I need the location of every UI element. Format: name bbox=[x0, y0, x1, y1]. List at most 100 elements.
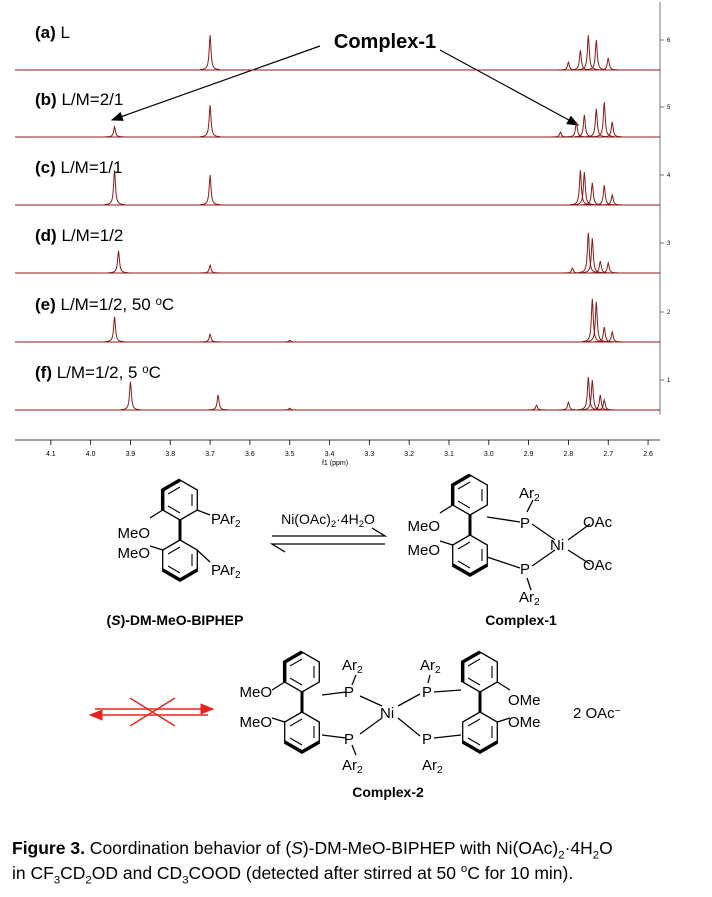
trace-number: 1 bbox=[667, 378, 671, 384]
atom-label: PAr2 bbox=[211, 511, 241, 530]
text-run: Ni bbox=[550, 537, 564, 554]
peak bbox=[566, 121, 587, 138]
bond bbox=[486, 499, 591, 591]
atom-label: P bbox=[520, 515, 530, 532]
text-run: Ar bbox=[420, 657, 435, 674]
peak bbox=[598, 57, 619, 71]
text-run: Ar bbox=[519, 485, 534, 502]
peak bbox=[104, 124, 125, 138]
x-tick-label: 4.0 bbox=[86, 451, 96, 458]
text-run: ·4H bbox=[336, 511, 359, 527]
text-run: Ni bbox=[380, 705, 394, 722]
subscript: 2 bbox=[331, 519, 336, 530]
reagent: Ni(OAc)2·4H2O bbox=[281, 511, 375, 530]
peak bbox=[586, 108, 607, 138]
text-run: (c) bbox=[35, 158, 56, 177]
text-run: MeO bbox=[239, 714, 272, 731]
peak bbox=[104, 170, 125, 206]
peak bbox=[602, 192, 623, 206]
compound-name: Complex-2 bbox=[352, 784, 424, 800]
atom-label: Ni bbox=[550, 537, 564, 554]
inner-bond bbox=[167, 546, 193, 574]
x-tick-label: 4.1 bbox=[46, 451, 56, 458]
inner-bond bbox=[289, 658, 315, 686]
x-tick-label: 2.6 bbox=[643, 451, 653, 458]
text-run: OAc bbox=[583, 514, 613, 531]
caption-text: 3 bbox=[182, 874, 189, 887]
bond bbox=[271, 681, 286, 723]
inner-bond bbox=[167, 486, 193, 514]
peak bbox=[279, 407, 300, 411]
caption-text: )-DM-MeO-BIPHEP with Ni(OAc) bbox=[302, 838, 559, 858]
peak bbox=[590, 260, 611, 274]
ring-edge bbox=[450, 473, 471, 505]
text-run: 2 OAc bbox=[573, 705, 615, 722]
text-run: PAr bbox=[211, 511, 235, 528]
caption-text: CD bbox=[60, 863, 86, 883]
counterion: 2 OAc− bbox=[573, 705, 621, 722]
text-run: MeO bbox=[239, 684, 272, 701]
atom-label: Ar2 bbox=[420, 657, 441, 676]
inner-bond bbox=[457, 481, 483, 509]
text-run: C bbox=[149, 363, 161, 382]
atom-label: Ar2 bbox=[342, 757, 363, 776]
text-run: L/M=1/2, 5 bbox=[52, 363, 142, 382]
spectrum-label: (d) L/M=1/2 bbox=[35, 226, 123, 245]
peak bbox=[594, 102, 615, 138]
caption-text: Figure 3. bbox=[12, 838, 85, 858]
caption-text: O bbox=[599, 838, 613, 858]
superscript: o bbox=[142, 364, 148, 376]
x-tick-label: 3.8 bbox=[165, 451, 175, 458]
text-run: P bbox=[422, 731, 432, 748]
text-run: Ni(OAc) bbox=[281, 511, 331, 527]
x-tick-label: 2.8 bbox=[564, 451, 574, 458]
subscript: 2 bbox=[359, 519, 364, 530]
atom-label: OAc bbox=[583, 514, 613, 531]
caption-text: o bbox=[460, 863, 468, 876]
bond bbox=[196, 509, 211, 563]
trace-number: 5 bbox=[667, 105, 671, 111]
x-tick-label: 3.4 bbox=[325, 451, 335, 458]
atom-label: P bbox=[422, 684, 432, 701]
peak bbox=[279, 339, 300, 343]
text-run: (a) bbox=[35, 23, 56, 42]
bond bbox=[321, 674, 462, 756]
ring-edge bbox=[461, 740, 499, 755]
text-run: O bbox=[364, 511, 375, 527]
spectrum-label: (a) L bbox=[35, 23, 70, 42]
ring-edge bbox=[460, 650, 481, 682]
peak bbox=[550, 131, 571, 138]
peak bbox=[602, 329, 623, 343]
x-tick-label: 2.7 bbox=[603, 451, 613, 458]
peak bbox=[578, 35, 599, 71]
bond bbox=[496, 681, 511, 723]
caption-line: Figure 3. Coordination behavior of (S)-D… bbox=[12, 838, 613, 862]
text-run: OMe bbox=[508, 714, 541, 731]
trace-number: 4 bbox=[667, 173, 671, 179]
compound-name: Complex-1 bbox=[485, 612, 557, 628]
atom-label: P bbox=[344, 731, 354, 748]
trace-number: 3 bbox=[667, 241, 671, 247]
text-run: MeO bbox=[407, 518, 440, 535]
trace-number: 2 bbox=[667, 310, 671, 316]
x-tick-label: 3.5 bbox=[285, 451, 295, 458]
annotation: Complex-1 bbox=[334, 31, 436, 53]
caption-text: in CF bbox=[12, 863, 54, 883]
atom-label: MeO bbox=[239, 684, 272, 701]
ring-edge bbox=[282, 650, 303, 682]
text-run: P bbox=[422, 684, 432, 701]
ring-edge bbox=[160, 478, 181, 510]
subscript: 2 bbox=[357, 665, 363, 676]
superscript: − bbox=[615, 706, 621, 717]
text-run: (e) bbox=[35, 295, 56, 314]
peak bbox=[120, 381, 141, 411]
inner-bond bbox=[467, 718, 493, 746]
caption-text: Coordination behavior of ( bbox=[84, 838, 292, 858]
caption-text: S bbox=[291, 838, 303, 858]
caption-text: 3 bbox=[53, 874, 61, 887]
caption-text: OD and CD bbox=[91, 863, 183, 883]
peak bbox=[574, 114, 595, 138]
text-run: Ar bbox=[519, 589, 534, 606]
x-tick-label: 3.0 bbox=[484, 451, 494, 458]
